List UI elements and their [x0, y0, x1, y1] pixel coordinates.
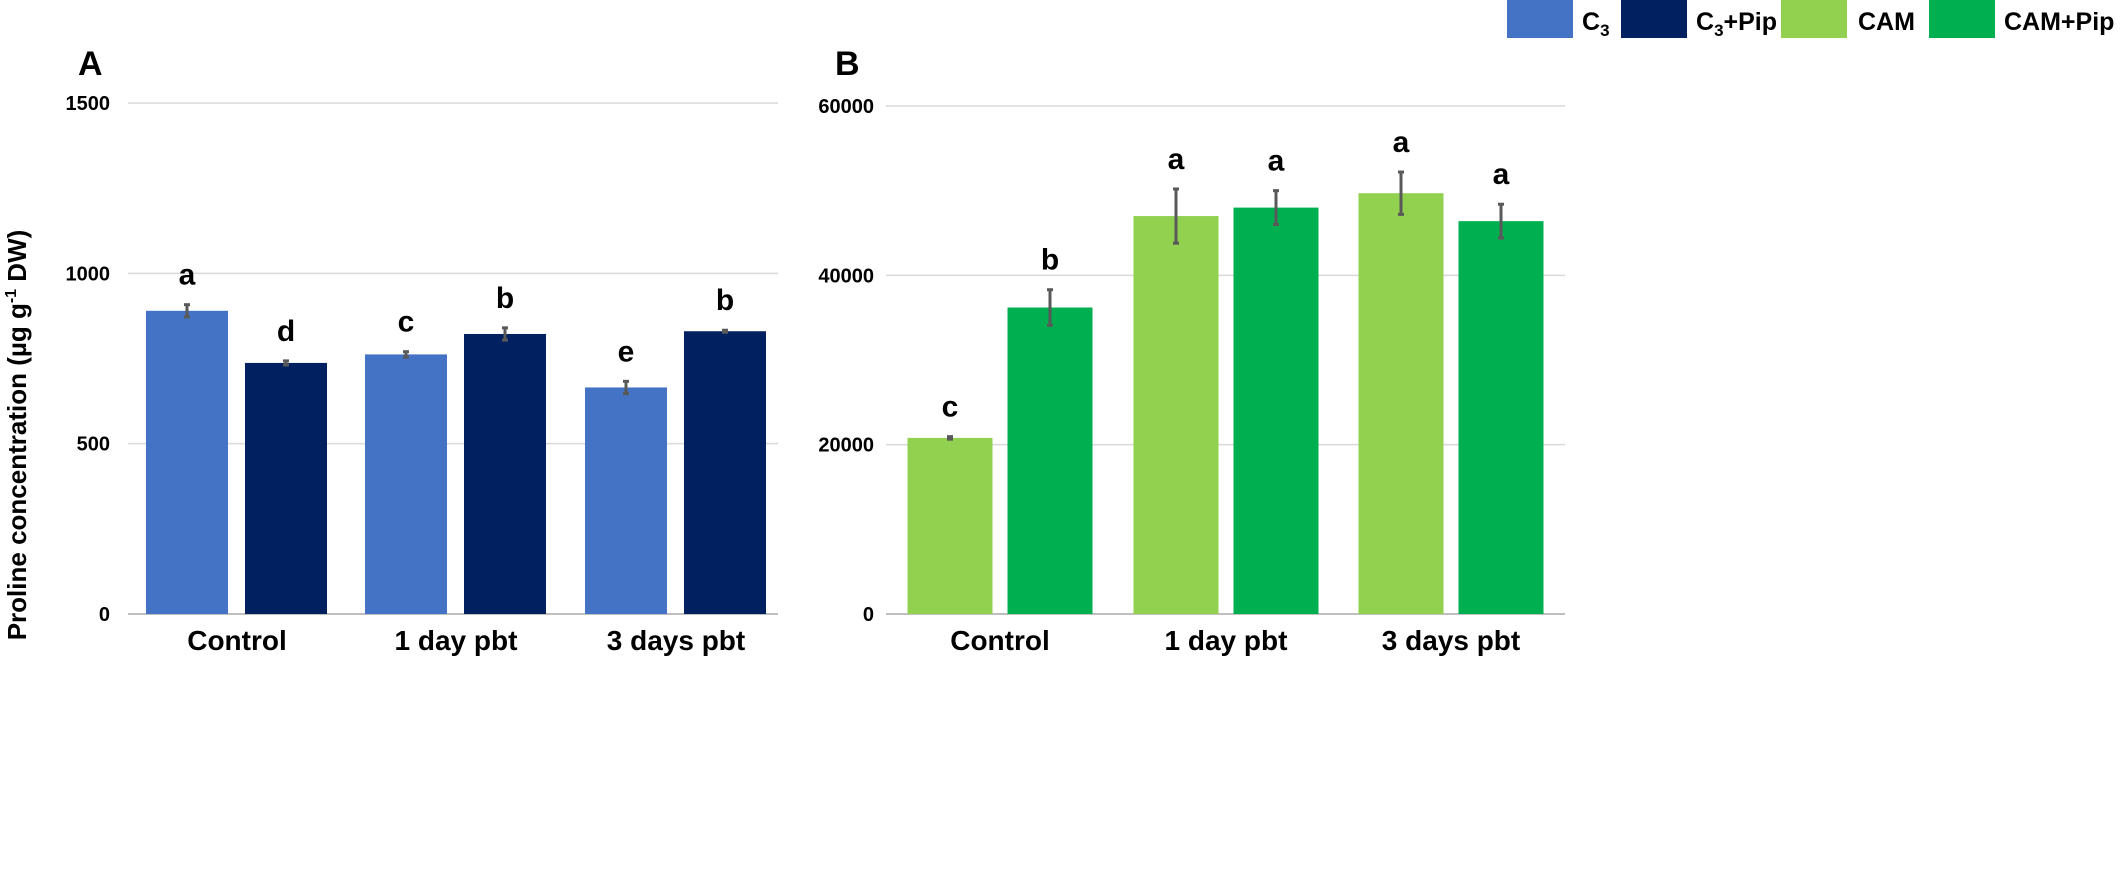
panel-b-bar [1358, 193, 1444, 614]
panel-a-significance-letter: a [179, 259, 196, 292]
panel-b-bar [1007, 307, 1093, 614]
legend-item-c3: C3 [1507, 0, 1610, 40]
panel-a-error-bar [722, 328, 728, 334]
panel-a-error-bar [184, 303, 190, 319]
panel-b-error-bar [1047, 288, 1053, 327]
panel-a-bar [245, 362, 327, 614]
panel-b-y-tick-label: 20000 [818, 435, 874, 457]
panel-a-error-bar [502, 326, 508, 342]
panel-b-significance-letter: a [1493, 158, 1510, 191]
panel-b-x-category-label: 1 day pbt [1165, 625, 1288, 656]
panel-a-x-category-label: 1 day pbt [395, 625, 518, 656]
legend-label-c3: C3 [1582, 8, 1610, 40]
panel-a-significance-letter: c [398, 306, 415, 339]
legend-swatch-cam [1781, 0, 1847, 38]
legend-item-cam-pip: CAM+Pip [1929, 0, 2114, 38]
panel-b-significance-letter: a [1393, 126, 1410, 159]
panel-a-bar [585, 387, 667, 614]
panel-b-bar [1133, 216, 1219, 615]
legend-label-cam: CAM [1858, 8, 1915, 36]
panel-a-label: A [78, 45, 103, 83]
panel-a-bar [365, 354, 447, 614]
panel-b-error-bar [1398, 170, 1404, 216]
panel-a-significance-letter: b [496, 282, 514, 315]
panel-b-error-bar [947, 435, 953, 441]
panel-a-y-tick-label: 1000 [66, 263, 111, 285]
panel-b-significance-letter: b [1041, 244, 1059, 277]
panel-b-chart: B 0 20000 40000 60000 c a a b a a Control 1 day pbt 3… [818, 45, 1565, 656]
panel-a-significance-letter: d [277, 315, 295, 348]
panel-b-y-tick-label: 60000 [818, 96, 874, 118]
panel-b-y-tick-label: 40000 [818, 265, 874, 287]
legend-swatch-c3 [1507, 0, 1573, 38]
panel-a-y-tick-label: 0 [99, 604, 110, 626]
panel-b-significance-letter: c [942, 391, 959, 424]
panel-b-x-category-label: 3 days pbt [1382, 625, 1520, 656]
panel-b-y-tick-label: 0 [863, 604, 874, 626]
panel-b-significance-letter: a [1168, 143, 1185, 176]
legend-item-cam: CAM [1781, 0, 1915, 38]
panel-a-chart: A 0 500 1000 1500 a c e d b b Control 1 day pbt 3 day… [66, 45, 778, 656]
legend-item-c3-pip: C3+Pip [1621, 0, 1777, 40]
panel-b-error-bar [1498, 202, 1504, 240]
panel-a-error-bar [623, 379, 629, 396]
panel-a-x-category-label: 3 days pbt [607, 625, 745, 656]
legend-swatch-c3-pip [1621, 0, 1687, 38]
panel-a-y-tick-label: 1500 [66, 93, 111, 115]
panel-a-y-tick-label: 500 [77, 434, 110, 456]
y-axis-title: Proline concentration (µg g-1 DW) [2, 230, 32, 641]
panel-b-bar [1458, 221, 1544, 614]
panel-b-bar [1233, 207, 1319, 614]
panel-a-error-bar [283, 359, 289, 367]
panel-b-error-bar [1173, 187, 1179, 245]
panel-a-error-bar [403, 350, 409, 359]
panel-b-label: B [835, 45, 860, 83]
panel-a-bar [464, 333, 546, 614]
panel-a-bar [684, 331, 766, 614]
panel-b-x-category-label: Control [950, 625, 1050, 656]
legend-label-cam-pip: CAM+Pip [2004, 8, 2114, 36]
panel-a-significance-letter: b [716, 284, 734, 317]
legend-label-c3-pip: C3+Pip [1696, 8, 1777, 40]
legend: C3 C3+Pip CAM CAM+Pip [1507, 0, 2114, 40]
panel-b-bar [907, 437, 993, 614]
panel-a-significance-letter: e [618, 335, 635, 368]
panel-a-bar [146, 310, 228, 614]
panel-a-x-category-label: Control [187, 625, 287, 656]
legend-swatch-cam-pip [1929, 0, 1995, 38]
panel-b-significance-letter: a [1268, 145, 1285, 178]
panel-b-error-bar [1273, 189, 1279, 227]
